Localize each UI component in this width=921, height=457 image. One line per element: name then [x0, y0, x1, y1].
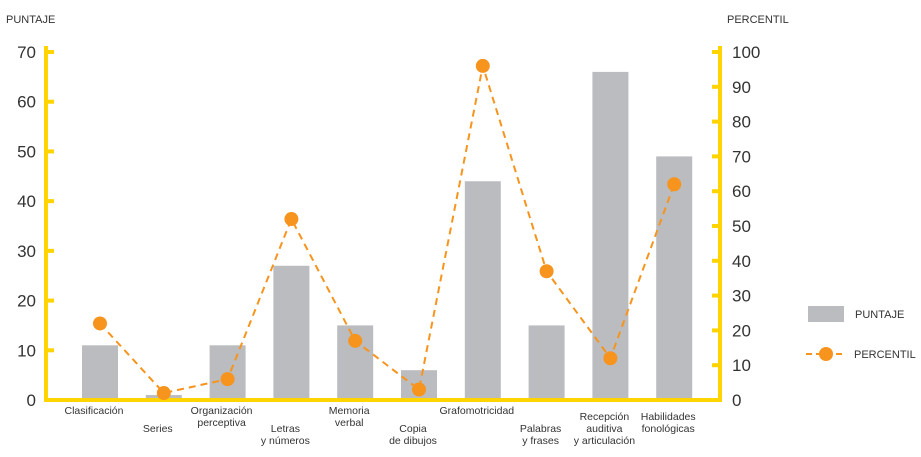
percentil-point — [667, 177, 682, 192]
left-tick-labels: 0 10 20 30 40 50 60 70 — [17, 43, 36, 410]
left-tick-label: 70 — [17, 43, 36, 62]
left-tick-label: 60 — [17, 93, 36, 112]
percentil-point — [284, 212, 299, 227]
right-tick-label: 10 — [732, 356, 751, 375]
percentil-point — [156, 386, 171, 401]
category-label: Grafomotricidad — [439, 405, 514, 417]
percentil-line — [99, 65, 676, 395]
right-tick-label: 50 — [732, 217, 751, 236]
legend-percentil-marker — [819, 347, 833, 361]
category-labels: Clasificación Series Organización perceptiv… — [65, 405, 696, 447]
left-tick-label: 20 — [17, 292, 36, 311]
puntaje-bar — [592, 71, 629, 400]
category-label-line: y articulación — [574, 435, 635, 447]
percentil-point — [220, 372, 235, 387]
left-tick-label: 50 — [17, 142, 36, 161]
left-tick-label: 10 — [17, 341, 36, 360]
left-tick-label: 0 — [27, 391, 36, 410]
percentil-point — [603, 351, 618, 366]
category-label-line: Clasificación — [65, 405, 124, 417]
right-tick-label: 40 — [732, 252, 751, 271]
category-label-line: Recepción — [580, 411, 630, 423]
category-label: Organización perceptiva — [191, 405, 253, 429]
legend-puntaje-label: PUNTAJE — [855, 309, 904, 321]
percentil-point — [412, 382, 426, 397]
left-tick-label: 30 — [17, 242, 36, 261]
category-label: Series — [143, 423, 173, 435]
bars-layer — [82, 71, 693, 400]
right-tick-label: 100 — [732, 43, 760, 62]
category-label-line: Organización — [191, 405, 253, 417]
category-label-line: Palabras — [520, 423, 561, 435]
puntaje-bar — [273, 265, 310, 400]
category-label: Copia de dibujos — [389, 423, 437, 447]
category-label-line: perceptiva — [197, 417, 246, 429]
right-tick-label: 80 — [732, 113, 751, 132]
percentil-point — [348, 333, 363, 348]
category-label-line: fonológicas — [642, 423, 695, 435]
category-label-line: Grafomotricidad — [439, 405, 514, 417]
left-axis-title: PUNTAJE — [6, 14, 55, 26]
puntaje-bar — [464, 181, 501, 400]
category-label: Clasificación — [65, 405, 124, 417]
right-tick-label: 0 — [732, 391, 741, 410]
category-label-line: auditiva — [586, 423, 622, 435]
percentil-line-layer — [93, 58, 682, 401]
puntaje-bar — [528, 325, 565, 400]
right-tick-labels: 0 10 20 30 40 50 60 70 80 90 100 — [732, 43, 760, 410]
percentil-point — [475, 58, 490, 73]
category-label: Letras y números — [261, 423, 310, 447]
legend: PUNTAJE PERCENTIL — [806, 306, 916, 361]
category-label: Palabras y frases — [520, 423, 561, 447]
category-label: Habilidades fonológicas — [641, 411, 696, 435]
puntaje-bar — [82, 345, 118, 400]
right-tick-label: 20 — [732, 321, 751, 340]
percentil-point — [93, 316, 107, 331]
category-label-line: y frases — [522, 435, 559, 447]
axes-layer — [44, 46, 722, 402]
category-label-line: Habilidades — [641, 411, 696, 423]
category-label-line: de dibujos — [389, 435, 437, 447]
legend-percentil-label: PERCENTIL — [854, 349, 916, 361]
right-tick-label: 70 — [732, 147, 751, 166]
right-tick-label: 90 — [732, 78, 751, 97]
category-label-line: y números — [261, 435, 310, 447]
puntaje-bar — [656, 156, 693, 400]
category-label-line: verbal — [335, 417, 364, 429]
category-label: Recepción auditiva y articulación — [574, 411, 635, 447]
left-tick-label: 40 — [17, 192, 36, 211]
category-label-line: Letras — [271, 423, 300, 435]
category-label-line: Memoria — [329, 405, 370, 417]
category-label-line: Series — [143, 423, 173, 435]
right-axis-title: PERCENTIL — [727, 14, 789, 26]
percentil-point — [539, 264, 554, 279]
right-tick-label: 30 — [732, 287, 751, 306]
category-label: Memoria verbal — [329, 405, 370, 429]
category-label-line: Copia — [399, 423, 427, 435]
legend-puntaje-swatch — [808, 306, 844, 322]
right-tick-label: 60 — [732, 182, 751, 201]
